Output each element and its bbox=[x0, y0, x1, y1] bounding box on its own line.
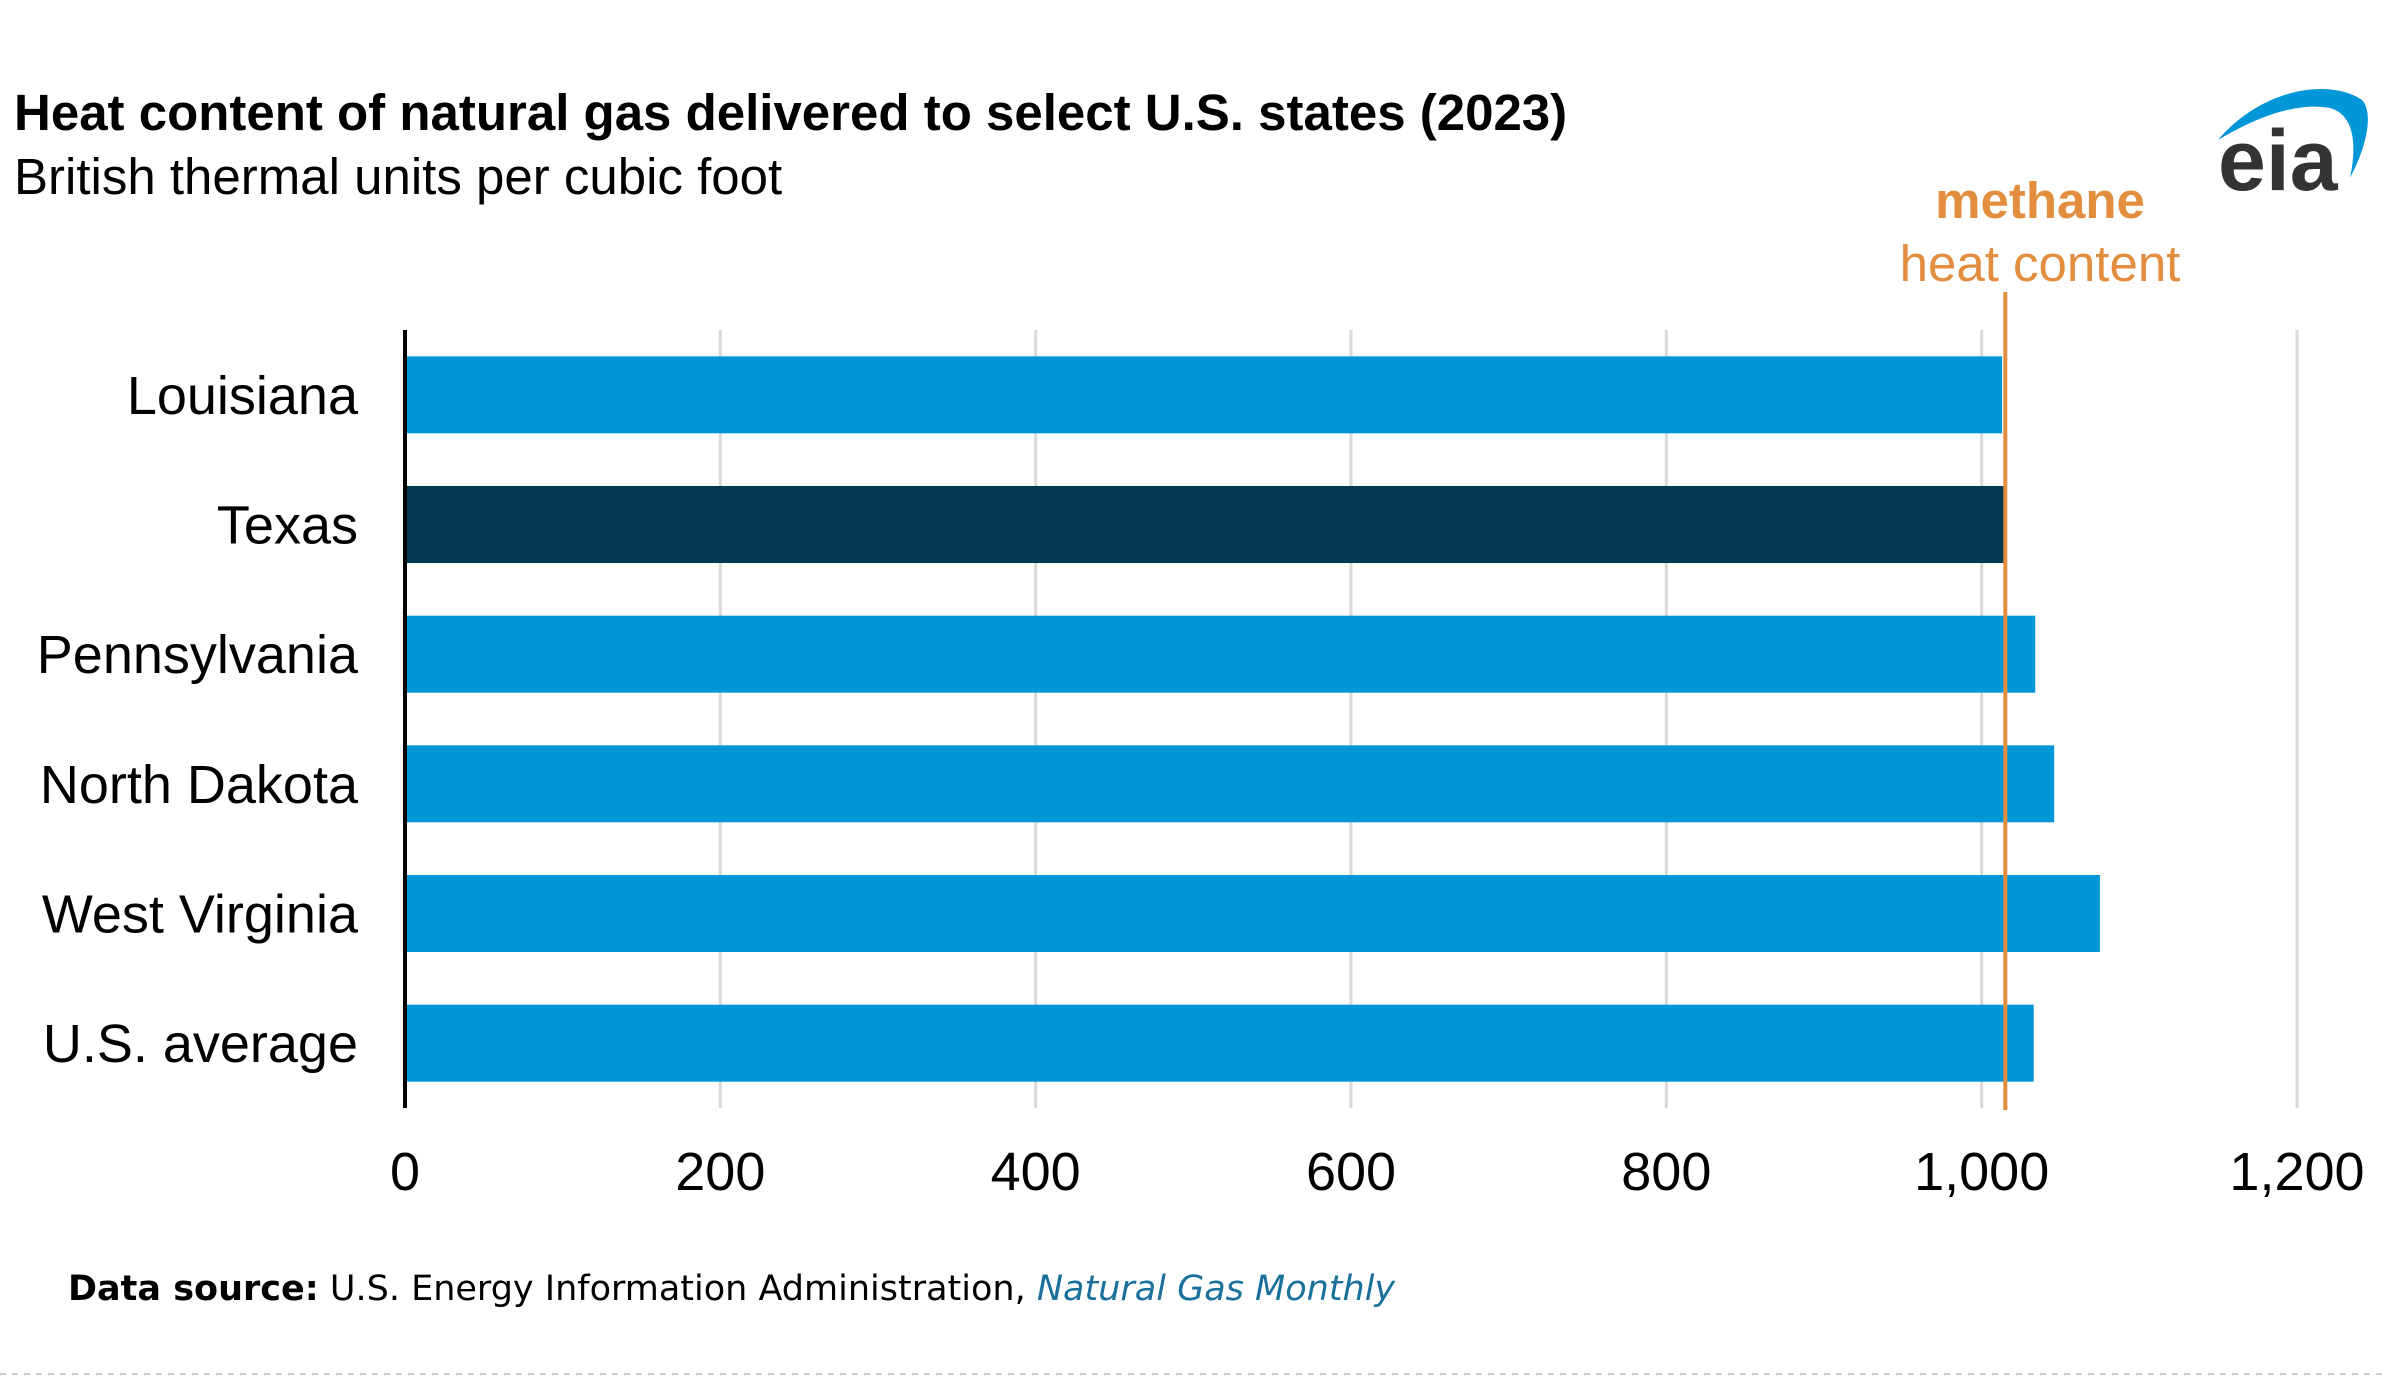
data-source: Data source: U.S. Energy Information Adm… bbox=[68, 1269, 1396, 1309]
category-label: Texas bbox=[217, 496, 358, 556]
category-label: Pennsylvania bbox=[37, 625, 359, 685]
bar bbox=[405, 486, 2004, 563]
eia-swoosh-icon bbox=[2218, 89, 2368, 178]
bar bbox=[405, 1004, 2034, 1082]
x-tick-label: 0 bbox=[390, 1142, 420, 1202]
chart-subtitle: British thermal units per cubic foot bbox=[14, 148, 782, 205]
methane-label: methane bbox=[1935, 172, 2145, 229]
bar bbox=[405, 745, 2055, 823]
x-tick-label: 800 bbox=[1621, 1142, 1711, 1202]
x-tick-label: 600 bbox=[1306, 1142, 1396, 1202]
category-label: North Dakota bbox=[40, 755, 359, 815]
bar bbox=[405, 356, 2003, 434]
x-tick-label: 1,000 bbox=[1914, 1142, 2049, 1202]
eia-logo-text: eia bbox=[2218, 113, 2339, 209]
bar bbox=[405, 615, 2036, 693]
x-tick-label: 200 bbox=[675, 1142, 765, 1202]
x-tick-label: 400 bbox=[991, 1142, 1081, 1202]
bar bbox=[405, 875, 2100, 952]
chart-title: Heat content of natural gas delivered to… bbox=[14, 84, 1567, 141]
data-source-label: Data source: bbox=[68, 1269, 319, 1309]
methane-reference: methane heat content bbox=[1900, 172, 2181, 1110]
x-tick-label: 1,200 bbox=[2229, 1142, 2364, 1202]
category-labels: Louisiana Texas Pennsylvania North Dakota We… bbox=[37, 366, 359, 1074]
category-label: U.S. average bbox=[43, 1014, 358, 1074]
heat-content-label: heat content bbox=[1900, 235, 2181, 292]
category-label: West Virginia bbox=[42, 885, 359, 945]
eia-logo: eia bbox=[2218, 89, 2368, 209]
category-label: Louisiana bbox=[127, 366, 359, 426]
x-tick-labels: 0 200 400 600 800 1,000 1,200 bbox=[390, 1142, 2365, 1202]
data-source-link[interactable]: Natural Gas Monthly bbox=[1037, 1269, 1397, 1309]
grid-lines bbox=[718, 330, 2299, 1108]
data-source-text: U.S. Energy Information Administration, bbox=[319, 1269, 1037, 1309]
bars bbox=[405, 356, 2100, 1082]
